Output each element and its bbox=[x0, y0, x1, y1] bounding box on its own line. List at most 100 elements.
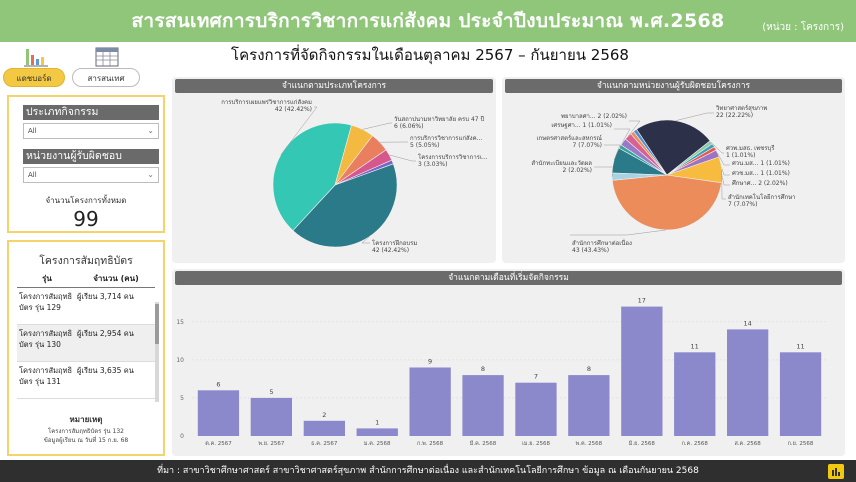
x-tick-label: ก.ย. 2568 bbox=[788, 441, 814, 447]
bar[interactable] bbox=[779, 352, 822, 436]
bar-value-label: 2 bbox=[322, 411, 326, 419]
total-projects-value: 99 bbox=[73, 207, 99, 231]
unit-filter-label: หน่วยงานผู้รับผิดชอบ bbox=[23, 149, 159, 164]
filter-card: ประเภทกิจกรรม All ⌄ หน่วยงานผู้รับผิดชอบ… bbox=[7, 95, 165, 233]
slice-value-label: 1 (1.01%) bbox=[726, 152, 755, 159]
month-bar-title: จำแนกตามเดือนที่เริ่มจัดกิจกรรม bbox=[175, 271, 842, 285]
x-tick-label: ก.พ. 2568 bbox=[417, 441, 444, 447]
source-note: ที่มา : สาขาวิชาศึกษาศาสตร์ สาขาวิชาศาสต… bbox=[157, 466, 699, 476]
table-row[interactable]: โครงการสัมฤทธิบัตร รุ่น 131 ผู้เรียน 3,6… bbox=[17, 362, 155, 399]
table-row[interactable]: โครงการสัมฤทธิบัตร รุ่น 130 ผู้เรียน 2,9… bbox=[17, 325, 155, 362]
unit-filter-select[interactable]: All ⌄ bbox=[23, 167, 159, 183]
bar[interactable] bbox=[515, 382, 557, 436]
activity-type-label: ประเภทกิจกรรม bbox=[23, 105, 159, 120]
activity-type-select[interactable]: All ⌄ bbox=[23, 123, 159, 139]
activity-type-value: All bbox=[28, 127, 37, 135]
bar-value-label: 1 bbox=[375, 418, 379, 426]
bar[interactable] bbox=[674, 352, 716, 436]
bar[interactable] bbox=[621, 306, 663, 436]
info-button[interactable]: สารสนเทศ bbox=[72, 68, 140, 87]
cohort-card: โครงการสัมฤทธิบัตร รุ่น จำนวน (คน) โครงก… bbox=[7, 240, 165, 456]
slice-label: ศวช.มส... 1 (1.01%) bbox=[732, 170, 790, 177]
cohort-name: โครงการสัมฤทธิบัตร รุ่น 129 bbox=[19, 292, 73, 312]
table-scroll-thumb[interactable] bbox=[155, 304, 159, 344]
col-count-header: จำนวน (คน) bbox=[93, 274, 139, 283]
type-pie-panel: จำแนกตามประเภทโครงการ โครงการฝึกอบรม 42 (… bbox=[172, 77, 496, 263]
cohort-count: ผู้เรียน 3,635 คน bbox=[77, 366, 134, 375]
leader-line bbox=[594, 166, 615, 177]
bar-value-label: 11 bbox=[691, 342, 699, 350]
slice-value-label: 42 (42.42%) bbox=[372, 247, 409, 254]
slice-label: วันสถาปนามหาวิทยาลัย ครบ 47 ปี bbox=[394, 115, 484, 123]
bar[interactable] bbox=[409, 367, 451, 437]
cohort-title: โครงการสัมฤทธิบัตร bbox=[39, 255, 133, 267]
y-tick-label: 0 bbox=[180, 433, 184, 440]
bar[interactable] bbox=[462, 375, 504, 436]
bar[interactable] bbox=[727, 329, 769, 436]
slice-label: เกษตรศาสตร์และสหกรณ์ bbox=[536, 134, 602, 142]
unit-pie-panel: จำแนกตามหน่วยงานผู้รับผิดชอบโครงการ สำนั… bbox=[502, 77, 845, 263]
bar[interactable] bbox=[356, 428, 398, 436]
month-bar-chart[interactable]: 0 5 10 15 6 ต.ค. 2567 5 พ.ย. 2567 2 ธ.ค. 2567 1 ม.ค… bbox=[172, 269, 845, 456]
slice-value-label: 42 (42.42%) bbox=[275, 106, 312, 113]
leader-line bbox=[627, 120, 641, 137]
cohort-name: โครงการสัมฤทธิบัตร รุ่น 131 bbox=[19, 366, 73, 386]
slice-value-label: 6 (6.06%) bbox=[394, 123, 423, 130]
bar[interactable] bbox=[250, 397, 292, 436]
unit-filter-value: All bbox=[28, 171, 37, 179]
x-tick-label: พ.ค. 2568 bbox=[576, 441, 603, 447]
y-tick-label: 5 bbox=[180, 395, 184, 402]
power-bi-icon[interactable] bbox=[828, 464, 844, 479]
leader-line bbox=[604, 144, 621, 161]
slice-label: การบริการเผยแพร่วิชาการแก่สังคม bbox=[221, 99, 312, 106]
leader-line bbox=[570, 229, 666, 236]
slice-value-label: 22 (22.22%) bbox=[716, 112, 753, 119]
note-line: ข้อมูลผู้เรียน ณ วันที่ 15 ก.ย. 68 bbox=[43, 437, 129, 444]
leader-line bbox=[280, 106, 318, 156]
pie-slice[interactable] bbox=[666, 156, 723, 183]
footer-bar: ที่มา : สาขาวิชาศึกษาศาสตร์ สาขาวิชาศาสต… bbox=[0, 460, 856, 482]
bar-value-label: 11 bbox=[796, 342, 804, 350]
x-tick-label: มิ.ย. 2568 bbox=[628, 440, 655, 447]
x-tick-label: ส.ค. 2568 bbox=[734, 440, 761, 447]
slice-label: เศรษฐศา... 1 (1.01%) bbox=[551, 122, 612, 129]
leader-line bbox=[711, 142, 724, 154]
table-icon[interactable] bbox=[93, 45, 121, 69]
slice-label: สำนักการศึกษาต่อเนื่อง bbox=[572, 239, 632, 247]
note-line: โครงการสัมฤทธิบัตร รุ่น 132 bbox=[48, 428, 124, 435]
bar[interactable] bbox=[197, 390, 240, 436]
leader-line bbox=[361, 236, 370, 244]
total-projects-label: จำนวนโครงการทั้งหมด bbox=[45, 196, 127, 205]
bar-value-label: 6 bbox=[216, 380, 220, 388]
leader-line bbox=[389, 154, 416, 162]
leader-line bbox=[362, 122, 392, 130]
dashboard-button[interactable]: แดชบอร์ด bbox=[3, 68, 65, 87]
bar-chart-icon[interactable] bbox=[22, 45, 50, 69]
pie-slice[interactable] bbox=[636, 119, 711, 176]
y-tick-label: 15 bbox=[176, 319, 184, 326]
slice-value-label: 3 (3.03%) bbox=[418, 161, 447, 168]
cohort-count: ผู้เรียน 2,954 คน bbox=[77, 329, 134, 338]
slice-label: พยาบาลศา... 2 (2.02%) bbox=[561, 113, 627, 120]
x-tick-label: ก.ค. 2568 bbox=[682, 441, 709, 447]
slice-label: วิทยาศาสตร์สุขภาพ bbox=[715, 104, 767, 112]
bar-value-label: 14 bbox=[743, 319, 751, 327]
col-round-header: รุ่น bbox=[42, 274, 52, 283]
pie-slice[interactable] bbox=[334, 159, 394, 186]
bar[interactable] bbox=[568, 375, 610, 436]
pie-slice[interactable] bbox=[292, 163, 398, 248]
table-scrollbar[interactable] bbox=[155, 302, 159, 402]
leader-line bbox=[721, 169, 726, 200]
table-row[interactable]: โครงการสัมฤทธิบัตร รุ่น 129 ผู้เรียน 3,7… bbox=[17, 288, 155, 325]
slice-label: การบริการวิชาการแก่สังค... bbox=[410, 135, 482, 142]
pie-slice[interactable] bbox=[611, 174, 722, 231]
x-tick-label: ต.ค. 2567 bbox=[205, 441, 232, 447]
period-subtitle: โครงการที่จัดกิจกรรมในเดือนตุลาคม 2567 –… bbox=[231, 46, 629, 64]
bar-value-label: 8 bbox=[587, 365, 591, 373]
bar[interactable] bbox=[303, 420, 345, 436]
slice-value-label: 5 (5.05%) bbox=[410, 142, 439, 149]
x-tick-label: พ.ย. 2567 bbox=[258, 441, 285, 447]
header-banner: สารสนเทศการบริการวิชาการแก่สังคม ประจำปี… bbox=[0, 0, 856, 42]
